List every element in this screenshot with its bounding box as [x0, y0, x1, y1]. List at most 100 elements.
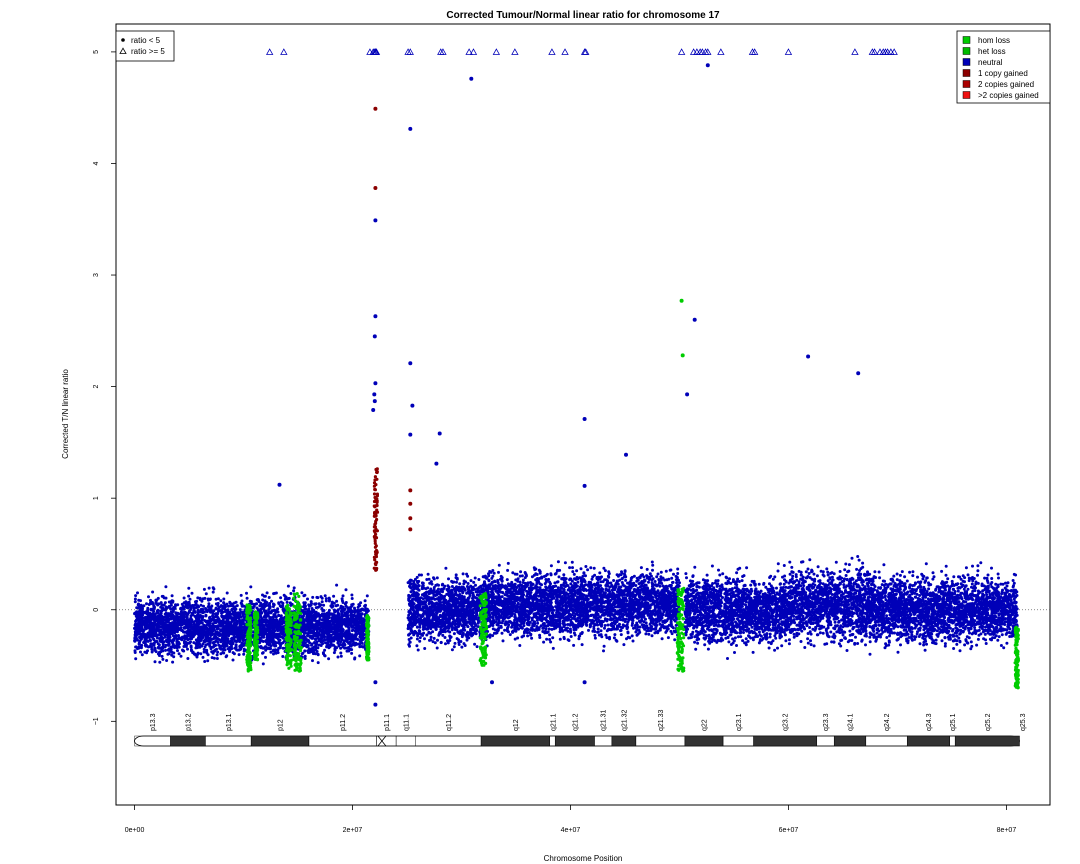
band-label-q21.33: q21.33	[658, 709, 665, 731]
capped-point-26	[704, 48, 712, 55]
data-point-29	[685, 392, 690, 397]
band-label-q21.32: q21.32	[621, 709, 628, 731]
legend-swatch-0	[962, 36, 971, 44]
band-q21.2	[554, 735, 595, 747]
y-tick-label-2: 1	[93, 496, 100, 500]
band-label-q25.1: q25.1	[950, 713, 957, 731]
loss-segment-5	[478, 592, 489, 667]
band-label-q11.2: q11.2	[446, 714, 453, 731]
y-tick-label-5: 4	[93, 161, 100, 165]
loss-segment-4	[365, 614, 371, 662]
legend-swatch-3	[962, 69, 971, 77]
color-legend-label-0: hom loss	[978, 36, 1010, 45]
data-point-34	[490, 680, 494, 685]
data-point-14	[410, 403, 415, 408]
band-label-q21.31: q21.31	[601, 709, 608, 731]
band-label-p13.3: p13.3	[150, 713, 157, 731]
color-legend: hom loss het loss neutral 1 copy gained 2 co…	[956, 30, 1051, 104]
data-points-layer	[133, 48, 1024, 707]
capped-point-15	[511, 48, 519, 55]
data-point-12	[408, 126, 413, 131]
symbol-legend: ratio < 5 ratio >= 5	[115, 30, 175, 62]
band-label-q24.2: q24.2	[884, 713, 891, 731]
band-label-q23.1: q23.1	[736, 713, 743, 731]
band-q23.2	[753, 735, 818, 747]
data-point-23	[582, 417, 587, 421]
legend-triangle-icon	[119, 47, 127, 54]
capped-point-13	[469, 48, 478, 55]
data-point-7	[372, 392, 377, 397]
x-tick-label-3: 6e+07	[779, 827, 799, 834]
capped-point-30	[784, 48, 793, 55]
capped-point-0	[265, 48, 274, 55]
capped-point-17	[561, 48, 569, 55]
y-tick-label-6: 5	[93, 50, 100, 54]
neutral-cloud-5	[786, 555, 878, 656]
data-point-11	[373, 702, 378, 707]
data-point-5	[372, 334, 377, 339]
color-legend-label-2: neutral	[978, 58, 1003, 67]
data-point-0	[277, 482, 282, 487]
data-point-13	[408, 361, 413, 366]
capped-point-33	[870, 48, 879, 55]
band-label-q22: q22	[702, 719, 709, 731]
capped-point-1	[280, 48, 288, 55]
loss-segment-3	[292, 592, 303, 673]
legend-swatch-5	[962, 91, 971, 99]
capped-point-27	[717, 48, 725, 55]
x-tick-label-2: 4e+07	[561, 827, 581, 834]
x-tick-label-1: 2e+07	[343, 827, 363, 834]
band-q24.1	[833, 735, 867, 747]
data-point-33	[856, 371, 861, 376]
band-label-p13.2: p13.2	[185, 713, 192, 731]
data-point-27	[679, 298, 684, 303]
band-label-q23.2: q23.2	[783, 713, 790, 731]
plot-frame	[115, 23, 1051, 806]
capped-point-20	[677, 48, 686, 55]
axes-layer: 0e+00 2e+07 4e+07 6e+07 8e+07 −1 0 1 2 3 4 5	[93, 50, 1016, 834]
data-point-16	[437, 431, 442, 436]
band-label-q12: q12	[513, 719, 520, 731]
band-label-p11.1: p11.1	[384, 714, 391, 731]
y-tick-label-0: −1	[93, 717, 100, 725]
data-point-9	[371, 408, 376, 412]
neutral-cloud-6	[874, 561, 1019, 654]
data-point-26	[582, 680, 587, 685]
band-q22	[684, 735, 724, 747]
color-legend-box	[956, 30, 1051, 104]
band-label-q11.1: q11.1	[403, 714, 410, 731]
band-label-p13.1: p13.1	[226, 713, 233, 731]
legend-swatch-4	[962, 80, 971, 88]
loss-segment-7	[1013, 625, 1021, 690]
band-label-q25.3: q25.3	[1020, 713, 1027, 731]
band-label-p12: p12	[278, 719, 285, 731]
legend-swatch-2	[962, 58, 971, 66]
data-point-10	[373, 680, 378, 685]
data-point-17	[434, 461, 439, 466]
data-point-20	[408, 516, 413, 521]
loss-segment-0	[245, 603, 253, 673]
band-label-q23.3: q23.3	[823, 713, 830, 731]
data-point-4	[373, 314, 378, 319]
band-q21.32	[611, 735, 637, 747]
band-label-q25.2: q25.2	[985, 713, 992, 731]
neutral-cloud-4	[683, 562, 790, 660]
capped-point-31	[851, 48, 859, 55]
x-tick-label-4: 8e+07	[997, 827, 1017, 834]
data-point-15	[408, 432, 413, 437]
x-tick-label-0: 0e+00	[125, 827, 145, 834]
band-p12	[250, 735, 310, 747]
band-q12	[480, 735, 551, 747]
data-point-1	[373, 106, 378, 111]
data-point-8	[372, 399, 377, 404]
neutral-cloud-3	[481, 560, 681, 653]
capped-point-11	[439, 48, 447, 55]
symbol-legend-label-1: ratio >= 5	[131, 47, 165, 56]
y-tick-label-3: 2	[93, 385, 100, 389]
color-legend-label-1: het loss	[978, 47, 1006, 56]
data-point-19	[408, 501, 413, 506]
band-q25.2	[954, 735, 1020, 747]
y-tick-label-1: 0	[93, 608, 100, 612]
band-label-q21.2: q21.2	[572, 713, 579, 731]
